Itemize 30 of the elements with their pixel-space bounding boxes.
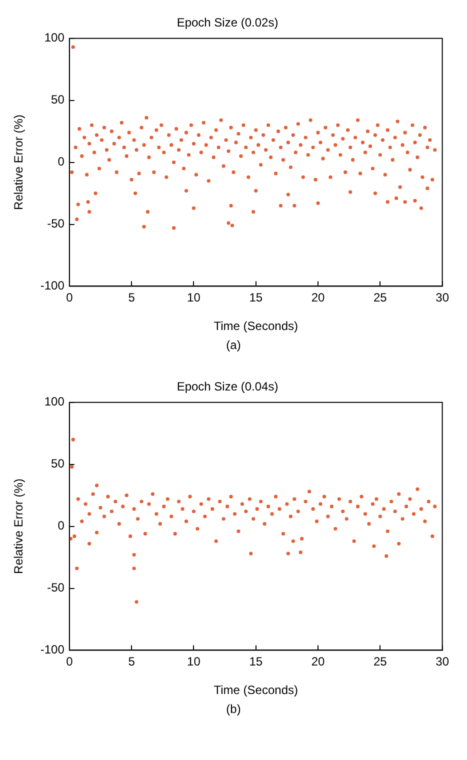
x-tick-label: 25 (373, 290, 388, 305)
y-tick-label: -50 (47, 580, 65, 595)
x-tick-label: 25 (373, 654, 388, 669)
y-tick-label: 0 (58, 518, 65, 533)
y-tick-label: -100 (40, 278, 65, 293)
text: (a) (225, 338, 242, 352)
y-tick-label: 0 (58, 154, 65, 169)
chart-title: Epoch Size (0.04s) (176, 380, 278, 394)
x-tick-label: 20 (311, 290, 326, 305)
x-axis-title: Time (Seconds) (214, 319, 298, 334)
x-tick-label: 10 (187, 290, 201, 305)
x-tick-label: 10 (187, 654, 201, 669)
y-tick-label: -50 (47, 216, 65, 231)
text: (b) (225, 702, 242, 716)
x-tick-label: 30 (436, 290, 450, 305)
x-tick-label: 15 (249, 654, 263, 669)
x-tick-label: 30 (436, 654, 450, 669)
y-tick-label: 50 (51, 92, 65, 107)
y-tick-label: -100 (40, 642, 65, 657)
x-tick-label: 20 (311, 654, 326, 669)
x-tick-label: 5 (128, 654, 136, 669)
chart-title: Epoch Size (0.02s) (176, 16, 278, 30)
y-axis-title: Relative Error (%) (12, 478, 26, 574)
y-tick-label: 50 (51, 456, 65, 471)
y-tick-label: 100 (44, 30, 65, 45)
x-tick-label: 15 (249, 290, 263, 305)
y-axis-title: Relative Error (%) (12, 114, 26, 210)
x-axis-title: Time (Seconds) (214, 683, 298, 698)
y-tick-label: 100 (44, 394, 65, 409)
x-tick-label: 5 (128, 290, 136, 305)
